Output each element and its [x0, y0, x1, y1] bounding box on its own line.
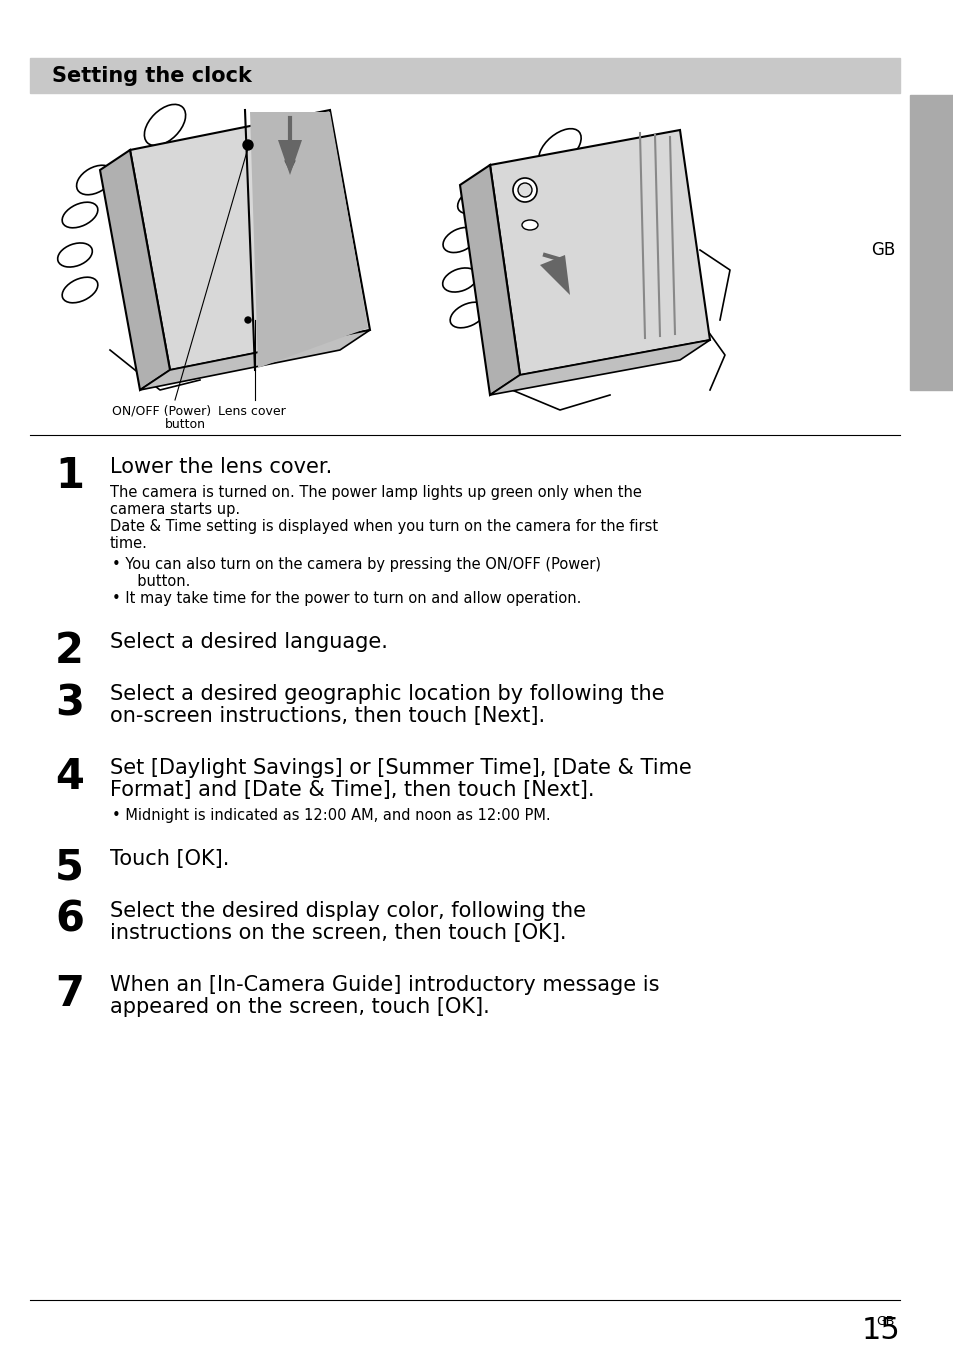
Circle shape — [513, 178, 537, 202]
Text: instructions on the screen, then touch [OK].: instructions on the screen, then touch [… — [110, 923, 566, 943]
Text: GB: GB — [870, 241, 894, 260]
Text: Select the desired display color, following the: Select the desired display color, follow… — [110, 901, 585, 921]
Ellipse shape — [62, 202, 98, 227]
Text: Format] and [Date & Time], then touch [Next].: Format] and [Date & Time], then touch [N… — [110, 780, 594, 800]
Text: 1: 1 — [55, 455, 84, 498]
Text: • You can also turn on the camera by pressing the ON/OFF (Power): • You can also turn on the camera by pre… — [112, 557, 600, 572]
Polygon shape — [490, 340, 709, 395]
Text: 6: 6 — [55, 898, 84, 941]
Text: 2: 2 — [55, 629, 84, 672]
Text: ON/OFF (Power): ON/OFF (Power) — [112, 405, 211, 418]
Text: 7: 7 — [55, 972, 84, 1015]
Text: on-screen instructions, then touch [Next].: on-screen instructions, then touch [Next… — [110, 706, 544, 726]
Ellipse shape — [442, 268, 476, 292]
Text: camera starts up.: camera starts up. — [110, 502, 240, 516]
Text: Date & Time setting is displayed when you turn on the camera for the first: Date & Time setting is displayed when yo… — [110, 519, 658, 534]
Polygon shape — [140, 330, 370, 390]
Polygon shape — [490, 130, 709, 375]
Circle shape — [517, 183, 532, 196]
Polygon shape — [459, 165, 519, 395]
Text: Touch [OK].: Touch [OK]. — [110, 849, 229, 869]
Text: GB: GB — [876, 1315, 894, 1328]
Polygon shape — [100, 151, 170, 390]
Text: 4: 4 — [55, 756, 84, 798]
Text: Select a desired language.: Select a desired language. — [110, 632, 388, 652]
Ellipse shape — [144, 105, 186, 145]
Ellipse shape — [57, 243, 92, 268]
Ellipse shape — [538, 129, 580, 167]
Text: button.: button. — [128, 574, 191, 589]
Text: 5: 5 — [55, 847, 84, 889]
Text: The camera is turned on. The power lamp lights up green only when the: The camera is turned on. The power lamp … — [110, 486, 641, 500]
Ellipse shape — [457, 187, 492, 214]
Text: Lens cover: Lens cover — [218, 405, 286, 418]
Polygon shape — [250, 112, 368, 369]
Text: • It may take time for the power to turn on and allow operation.: • It may take time for the power to turn… — [112, 590, 580, 607]
Ellipse shape — [450, 303, 485, 328]
Text: 15: 15 — [861, 1315, 899, 1345]
Text: Setting the clock: Setting the clock — [52, 66, 252, 86]
Circle shape — [243, 140, 253, 151]
Text: 3: 3 — [55, 682, 84, 724]
Bar — [909, 95, 953, 390]
Ellipse shape — [62, 277, 98, 303]
Text: button: button — [165, 418, 206, 430]
Polygon shape — [539, 256, 569, 295]
Text: Select a desired geographic location by following the: Select a desired geographic location by … — [110, 685, 664, 703]
Ellipse shape — [442, 227, 476, 253]
Text: appeared on the screen, touch [OK].: appeared on the screen, touch [OK]. — [110, 997, 489, 1017]
Polygon shape — [130, 110, 370, 370]
Bar — [30, 58, 899, 93]
Circle shape — [245, 317, 251, 323]
Text: Lower the lens cover.: Lower the lens cover. — [110, 457, 332, 477]
Ellipse shape — [76, 165, 113, 195]
Polygon shape — [277, 140, 302, 175]
Text: • Midnight is indicated as 12:00 AM, and noon as 12:00 PM.: • Midnight is indicated as 12:00 AM, and… — [112, 808, 550, 823]
Text: When an [In-Camera Guide] introductory message is: When an [In-Camera Guide] introductory m… — [110, 975, 659, 995]
Text: Set [Daylight Savings] or [Summer Time], [Date & Time: Set [Daylight Savings] or [Summer Time],… — [110, 759, 691, 777]
Ellipse shape — [521, 221, 537, 230]
Text: time.: time. — [110, 537, 148, 551]
